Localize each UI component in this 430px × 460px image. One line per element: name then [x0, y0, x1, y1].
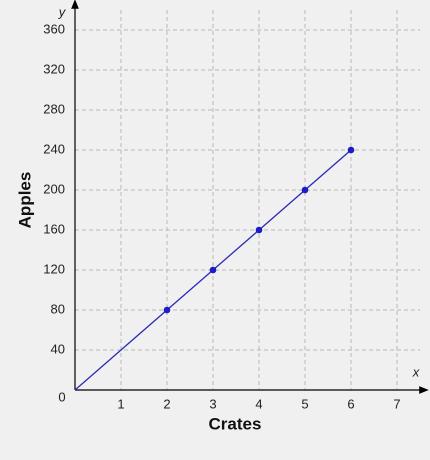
y-tick-label: 200	[43, 181, 65, 196]
y-tick-label: 280	[43, 101, 65, 116]
origin-tick-label: 0	[58, 389, 65, 404]
data-point	[255, 226, 263, 234]
y-tick-label: 80	[51, 301, 65, 316]
y-tick-label: 360	[43, 21, 65, 36]
x-tick-label: 1	[117, 396, 124, 411]
x-tick-label: 2	[163, 396, 170, 411]
x-tick-label: 4	[255, 396, 262, 411]
y-tick-label: 40	[51, 341, 65, 356]
x-tick-label: 3	[209, 396, 216, 411]
grid	[75, 10, 420, 390]
y-tick-label: 120	[43, 261, 65, 276]
x-tick-label: 7	[393, 396, 400, 411]
y-axis-label: Apples	[15, 172, 34, 229]
y-tick-label: 160	[43, 221, 65, 236]
data-point	[163, 306, 171, 314]
y-tick-label: 240	[43, 141, 65, 156]
x-axis-label: Crates	[209, 414, 262, 433]
x-tick-label: 6	[347, 396, 354, 411]
y-symbol: y	[58, 4, 67, 19]
x-tick-label: 5	[301, 396, 308, 411]
x-symbol: x	[412, 364, 420, 379]
data-point	[347, 146, 355, 154]
data-point	[209, 266, 217, 274]
y-tick-label: 320	[43, 61, 65, 76]
data-point	[301, 186, 309, 194]
